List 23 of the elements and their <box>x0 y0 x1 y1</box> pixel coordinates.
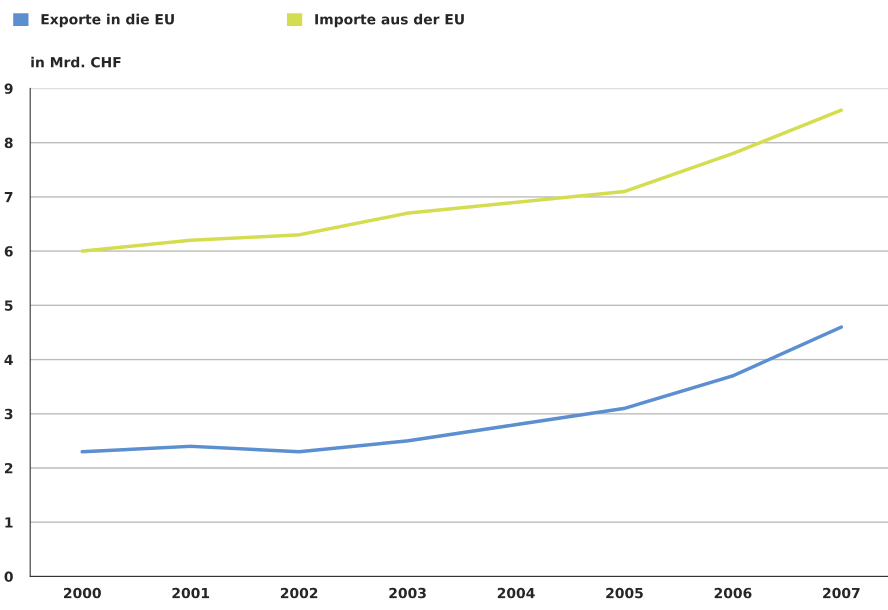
x-tick-label: 2000 <box>64 588 101 598</box>
x-tick-label: 2003 <box>389 588 426 598</box>
x-tick-label: 2002 <box>280 588 318 598</box>
y-tick-label: 4 <box>4 354 13 365</box>
y-tick-label: 1 <box>5 517 13 528</box>
y-tick-label: 2 <box>4 462 12 474</box>
x-tick-label: 2004 <box>498 588 535 598</box>
x-tick-label: 2007 <box>823 588 860 598</box>
x-tick-label: 2006 <box>714 588 752 598</box>
line-series <box>80 108 844 253</box>
y-tick-label: 9 <box>4 83 13 94</box>
x-tick-label: 2005 <box>606 588 643 598</box>
x-tick-label: 2001 <box>172 588 210 598</box>
legend-label: Exporte in die EU <box>42 14 174 28</box>
line-series <box>80 325 844 454</box>
y-tick-label: 0 <box>4 571 13 582</box>
y-tick-label: 6 <box>4 246 13 257</box>
y-tick-label: 3 <box>4 408 12 420</box>
y-tick-label: 7 <box>4 192 12 202</box>
y-tick-label: 5 <box>4 300 13 311</box>
y-axis-title: in Mrd. CHF <box>31 56 121 68</box>
y-tick-label: 8 <box>4 138 13 148</box>
legend-label: Importe aus der EU <box>315 14 464 28</box>
